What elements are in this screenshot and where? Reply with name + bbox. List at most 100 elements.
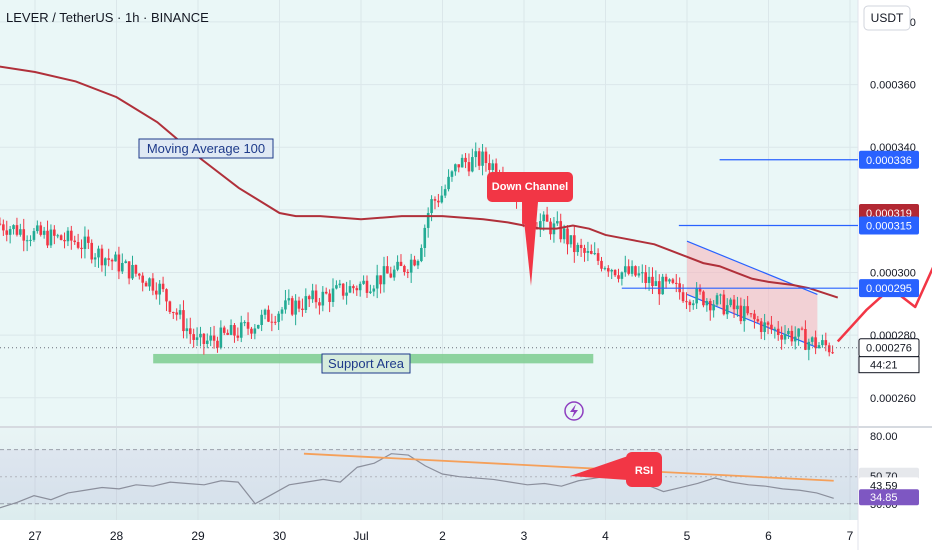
- time-tick-label: 28: [110, 529, 124, 543]
- candle-body: [239, 322, 243, 338]
- lightning-icon[interactable]: [564, 401, 584, 421]
- candle-body: [0, 223, 2, 225]
- candle-body: [290, 298, 294, 315]
- candle-body: [729, 299, 732, 306]
- candle-body: [236, 335, 240, 338]
- candle-body: [440, 195, 444, 203]
- candle-body: [127, 261, 131, 279]
- candle-body: [491, 163, 495, 170]
- moving-average-label: Moving Average 100: [138, 138, 274, 159]
- candle-body: [185, 328, 189, 332]
- candle-body: [654, 281, 658, 287]
- moving-average-line: [0, 65, 839, 299]
- candle-body: [121, 262, 124, 272]
- candle-body: [576, 244, 580, 253]
- candle-body: [335, 285, 338, 289]
- countdown-badge: [858, 356, 920, 374]
- rsi-layer: [0, 449, 858, 509]
- candle-body: [171, 311, 175, 313]
- price-tick-label: 0.000260: [870, 393, 916, 405]
- candle-body: [76, 242, 80, 248]
- time-tick-label: 6: [765, 529, 772, 543]
- candle-body: [702, 291, 705, 306]
- candle-body: [66, 230, 70, 242]
- candle-body: [165, 289, 168, 302]
- candle-body: [304, 296, 308, 310]
- candle-body: [793, 336, 797, 342]
- candle-body: [212, 335, 216, 341]
- candle-body: [776, 328, 780, 335]
- candle-body: [810, 337, 814, 342]
- candle-body: [708, 301, 712, 311]
- rsi-tick-label: 80.00: [870, 431, 898, 443]
- candle-body: [222, 327, 226, 333]
- candle-body: [579, 244, 583, 249]
- candle-body: [199, 333, 202, 338]
- candle-body: [488, 163, 491, 170]
- time-tick-label: 29: [191, 529, 205, 543]
- candle-body: [681, 292, 685, 302]
- candle-body: [603, 268, 607, 270]
- rsi-line: [0, 453, 834, 509]
- candle-body: [807, 341, 811, 350]
- candle-body: [773, 328, 777, 330]
- moving-average-text: Moving Average 100: [147, 141, 265, 156]
- candle-body: [59, 235, 63, 240]
- candle-body: [790, 330, 794, 342]
- candle-body: [817, 345, 821, 349]
- candle-body: [124, 261, 128, 263]
- candle-body: [392, 269, 396, 278]
- candle-body: [46, 230, 49, 246]
- price-axis[interactable]: 0.0002600.0002800.0003000.0003200.000340…: [858, 17, 920, 511]
- candle-body: [73, 240, 77, 243]
- candle-body: [804, 328, 807, 350]
- candle-body: [722, 294, 726, 315]
- candle-body: [362, 280, 365, 284]
- candle-body: [216, 340, 219, 348]
- candle-body: [42, 230, 46, 235]
- candle-body: [49, 229, 53, 246]
- candle-body: [233, 325, 236, 336]
- candle-body: [209, 335, 212, 341]
- candle-body: [474, 151, 478, 158]
- candle-body: [566, 228, 569, 245]
- level-lines-layer: [0, 159, 858, 349]
- support-area-text: Support Area: [328, 356, 405, 371]
- candle-body: [277, 313, 280, 322]
- candle-body: [2, 224, 5, 231]
- candle-body: [318, 302, 321, 306]
- candle-body: [409, 259, 413, 273]
- candle-body: [457, 164, 461, 168]
- candle-body: [151, 278, 155, 291]
- candle-body: [355, 288, 359, 291]
- candle-body: [420, 247, 423, 262]
- candle-body: [399, 261, 403, 266]
- currency-button[interactable]: USDT: [863, 5, 911, 31]
- candle-body: [661, 276, 664, 295]
- candle-body: [100, 248, 104, 266]
- candle-body: [15, 225, 19, 235]
- candle-body: [640, 272, 644, 274]
- candle-body: [386, 266, 389, 274]
- candle-body: [90, 242, 94, 260]
- candle-body: [437, 200, 440, 203]
- candle-body: [93, 257, 97, 260]
- candle-body: [423, 227, 427, 248]
- candle-body: [787, 330, 790, 335]
- candle-body: [770, 324, 773, 330]
- down-channel-fill: [687, 241, 818, 348]
- candle-body: [606, 268, 610, 272]
- candle-body: [556, 221, 559, 224]
- time-axis[interactable]: 27 28 29 30 Jul 2 3 4 5 6 7: [28, 529, 853, 543]
- candle-body: [379, 275, 382, 285]
- candle-body: [590, 251, 593, 254]
- candle-body: [158, 283, 161, 295]
- candle-body: [107, 258, 111, 260]
- candle-body: [63, 239, 66, 242]
- candle-body: [358, 283, 362, 291]
- candle-body: [70, 230, 73, 241]
- time-tick-label: 27: [28, 529, 42, 543]
- moving-average-layer: [0, 65, 839, 299]
- candle-body: [559, 221, 563, 240]
